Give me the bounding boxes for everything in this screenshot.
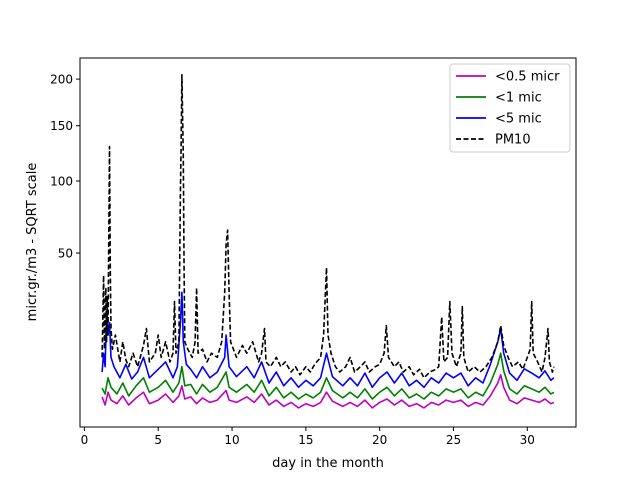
y-tick-label: 50: [58, 247, 73, 261]
x-tick-label: 15: [298, 433, 313, 447]
series-line-pm10: [101, 74, 555, 379]
x-tick-label: 10: [224, 433, 239, 447]
series-line-0-5-micr: [101, 374, 555, 409]
legend-label: <0.5 micr: [495, 70, 560, 85]
legend-entries: <0.5 micr <1 mic <5 mic PM10: [456, 70, 560, 148]
x-tick-label: 25: [446, 433, 461, 447]
x-axis-ticks: 0 5 10 15 20 25 30: [81, 427, 535, 447]
y-tick-label: 200: [50, 73, 73, 87]
legend-label: <5 mic: [495, 112, 542, 127]
y-axis-label: micr.gr./m3 - SQRT scale: [25, 163, 40, 322]
series-line-5-mic: [101, 291, 555, 389]
x-axis-label: day in the month: [272, 456, 384, 471]
x-tick-label: 0: [81, 433, 89, 447]
legend-box: [449, 63, 571, 153]
y-tick-label: 100: [50, 175, 73, 189]
legend-label: PM10: [495, 133, 531, 148]
y-tick-label: 150: [50, 119, 73, 133]
series-layer: [101, 74, 555, 409]
legend-label: <1 mic: [495, 91, 542, 106]
x-tick-label: 30: [520, 433, 535, 447]
plot-frame: [79, 57, 577, 428]
x-tick-label: 20: [372, 433, 387, 447]
x-tick-label: 5: [154, 433, 162, 447]
y-axis-ticks: 50 100 150 200: [50, 73, 80, 261]
legend: <0.5 micr <1 mic <5 mic PM10: [449, 63, 571, 153]
series-line-1-mic: [101, 352, 555, 400]
